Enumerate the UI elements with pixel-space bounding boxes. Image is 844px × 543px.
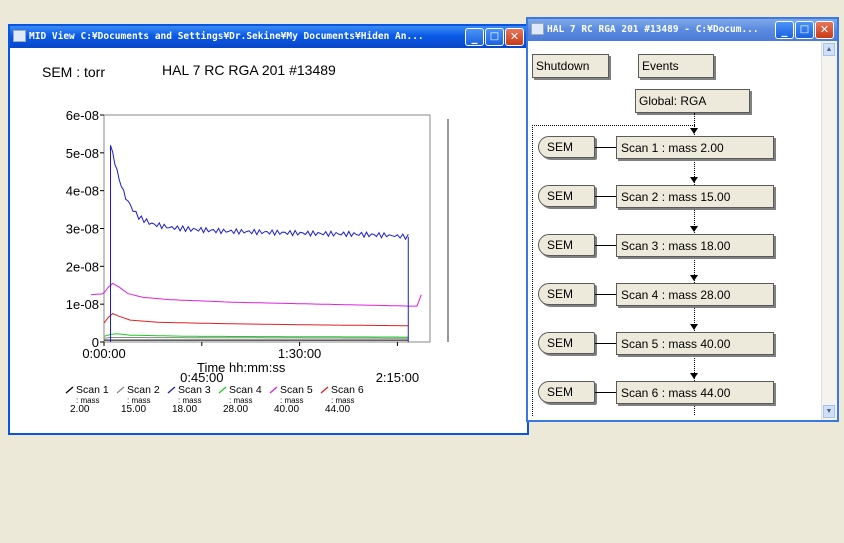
sem-node[interactable]: SEM xyxy=(538,234,595,256)
sem-node[interactable]: SEM xyxy=(538,185,595,207)
vertical-scrollbar[interactable]: ▲ ▼ xyxy=(821,41,837,420)
legend-series-name: Scan 1 xyxy=(76,384,109,396)
connector-line xyxy=(595,196,616,197)
sem-node[interactable]: SEM xyxy=(538,283,595,305)
y-tick-label: 6e-08 xyxy=(66,108,99,123)
minimize-button[interactable]: _ xyxy=(465,28,484,46)
scan-node-3[interactable]: Scan 3 : mass 18.00 xyxy=(616,234,774,257)
flow-arrow-icon xyxy=(690,373,698,379)
legend-series-name: Scan 3 xyxy=(178,384,211,396)
plot-frame xyxy=(103,114,431,343)
legend-series-name: Scan 6 xyxy=(331,384,364,396)
events-button[interactable]: Events xyxy=(638,54,714,78)
legend-swatch xyxy=(320,386,329,394)
legend-series-name: Scan 4 xyxy=(229,384,262,396)
y-tick-label: 1e-08 xyxy=(66,297,99,312)
connector-line xyxy=(595,392,616,393)
y-tick-label: 5e-08 xyxy=(66,146,99,161)
y-tick-label: 3e-08 xyxy=(66,222,99,237)
legend-swatch xyxy=(269,386,278,394)
y-tick-label: 4e-08 xyxy=(66,184,99,199)
legend-mass-label: : mass xyxy=(229,396,253,405)
legend-mass-label: : mass xyxy=(280,396,304,405)
chart-unit-label: SEM : torr xyxy=(42,64,105,80)
y-tick-label: 0 xyxy=(92,335,99,350)
mid-view-titlebar[interactable]: MID View C:¥Documents and Settings¥Dr.Se… xyxy=(10,26,527,48)
legend-series-name: Scan 5 xyxy=(280,384,313,396)
minimize-button[interactable]: _ xyxy=(775,21,794,39)
scan-node-6[interactable]: Scan 6 : mass 44.00 xyxy=(616,381,774,404)
legend-swatch xyxy=(167,386,176,394)
chart-title: HAL 7 RC RGA 201 #13489 xyxy=(162,62,336,78)
connector-line xyxy=(595,147,616,148)
flow-arrow-icon xyxy=(690,324,698,330)
x-tick-label: 2:15:00 xyxy=(376,370,419,385)
legend-mass-label: : mass xyxy=(331,396,355,405)
flow-window[interactable]: HAL 7 RC RGA 201 #13489 - C:¥Docum... _ … xyxy=(526,17,839,422)
legend-mass-label: : mass xyxy=(76,396,100,405)
app-icon xyxy=(13,30,26,42)
mid-view-title: MID View C:¥Documents and Settings¥Dr.Se… xyxy=(29,31,424,42)
global-rga-node[interactable]: Global: RGA xyxy=(635,89,750,113)
x-tick-label: 1:30:00 xyxy=(278,346,321,361)
legend-mass-label: : mass xyxy=(127,396,151,405)
x-tick-label: 0:00:00 xyxy=(82,346,125,361)
connector-line xyxy=(694,113,695,415)
sem-node[interactable]: SEM xyxy=(538,136,595,158)
scan-node-1[interactable]: Scan 1 : mass 2.00 xyxy=(616,136,774,159)
legend-swatch xyxy=(65,386,74,394)
legend-mass-value: 40.00 xyxy=(274,404,299,415)
series-line xyxy=(103,313,409,327)
sem-node[interactable]: SEM xyxy=(538,381,595,403)
scan-node-4[interactable]: Scan 4 : mass 28.00 xyxy=(616,283,774,306)
flow-arrow-icon xyxy=(690,275,698,281)
legend-mass-value: 28.00 xyxy=(223,404,248,415)
legend-mass-value: 18.00 xyxy=(172,404,197,415)
legend-series-name: Scan 2 xyxy=(127,384,160,396)
legend-mass-value: 2.00 xyxy=(70,404,90,415)
series-line xyxy=(90,282,422,307)
connector-line xyxy=(595,245,616,246)
maximize-button[interactable]: □ xyxy=(795,21,814,39)
close-button[interactable]: ✕ xyxy=(815,21,834,39)
series-line xyxy=(110,145,409,241)
legend-mass-label: : mass xyxy=(178,396,202,405)
flow-arrow-icon xyxy=(690,226,698,232)
flow-arrow-icon xyxy=(690,128,698,134)
sem-node[interactable]: SEM xyxy=(538,332,595,354)
flow-titlebar[interactable]: HAL 7 RC RGA 201 #13489 - C:¥Docum... _ … xyxy=(528,19,837,41)
close-button[interactable]: ✕ xyxy=(505,28,524,46)
maximize-button[interactable]: □ xyxy=(485,28,504,46)
legend-mass-value: 44.00 xyxy=(325,404,350,415)
series-line xyxy=(103,333,409,338)
x-tick-label: 0:45:00 xyxy=(180,370,223,385)
y-tick-label: 2e-08 xyxy=(66,259,99,274)
shutdown-button[interactable]: Shutdown xyxy=(532,54,609,78)
legend-swatch xyxy=(218,386,227,394)
flow-title: HAL 7 RC RGA 201 #13489 - C:¥Docum... xyxy=(547,24,759,35)
dotted-group-border xyxy=(532,125,695,416)
scroll-up-button[interactable]: ▲ xyxy=(823,43,835,56)
scan-node-5[interactable]: Scan 5 : mass 40.00 xyxy=(616,332,774,355)
legend-swatch xyxy=(116,386,125,394)
app-icon xyxy=(531,23,544,35)
mid-view-window[interactable]: MID View C:¥Documents and Settings¥Dr.Se… xyxy=(8,24,529,435)
scroll-down-button[interactable]: ▼ xyxy=(823,405,835,418)
series-line xyxy=(103,337,409,339)
x-axis-label: Time hh:mm:ss xyxy=(197,360,286,375)
flow-arrow-icon xyxy=(690,177,698,183)
scan-node-2[interactable]: Scan 2 : mass 15.00 xyxy=(616,185,774,208)
connector-line xyxy=(595,343,616,344)
mid-chart: SEM : torr HAL 7 RC RGA 201 #13489 Time … xyxy=(42,62,449,415)
legend-mass-value: 15.00 xyxy=(121,404,146,415)
connector-line xyxy=(595,294,616,295)
